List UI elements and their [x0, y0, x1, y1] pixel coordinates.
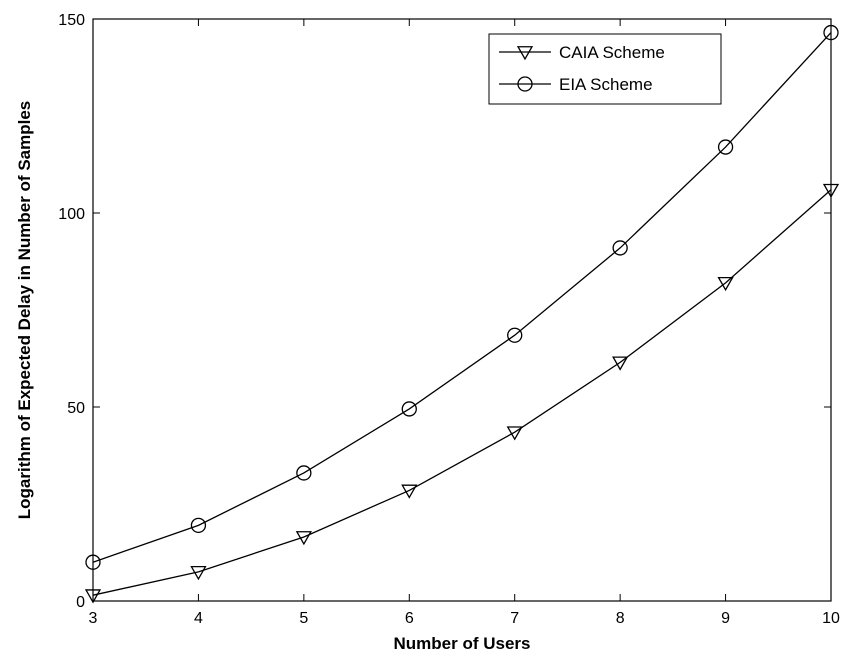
series-line — [92, 32, 832, 563]
triangle-down-marker — [506, 426, 523, 441]
y-axis-title: Logarithm of Expected Delay in Number of… — [15, 101, 34, 519]
y-tick-label: 150 — [58, 12, 85, 29]
x-tick-label: 4 — [194, 610, 203, 627]
triangle-down-marker — [190, 566, 207, 581]
x-tick-label: 10 — [822, 610, 840, 627]
x-axis-title: Number of Users — [394, 634, 531, 653]
circle-marker — [517, 76, 533, 92]
x-tick-label: 7 — [510, 610, 519, 627]
circle-marker — [401, 401, 417, 417]
legend-label: CAIA Scheme — [559, 43, 665, 62]
axes — [92, 18, 832, 602]
x-tick-label: 6 — [405, 610, 414, 627]
circle-marker — [507, 327, 523, 343]
circle-marker — [296, 465, 312, 481]
legend-item: CAIA Scheme — [499, 43, 665, 62]
triangle-down-marker — [612, 356, 629, 371]
legend: CAIA Scheme EIA Scheme — [488, 33, 722, 105]
series-0 — [84, 183, 840, 604]
triangle-down-marker — [84, 589, 102, 604]
circle-marker — [823, 24, 839, 41]
axes-box — [92, 18, 832, 602]
triangle-down-marker — [822, 183, 840, 199]
series-line — [92, 189, 832, 596]
y-tick-label: 100 — [58, 206, 85, 223]
circle-marker — [612, 240, 628, 256]
x-tick-label: 3 — [89, 610, 98, 627]
circle-marker — [717, 139, 734, 155]
triangle-down-marker — [295, 531, 312, 546]
y-tick-label: 50 — [67, 400, 85, 417]
y-tick-label: 0 — [76, 594, 85, 611]
circle-marker — [85, 554, 101, 570]
triangle-down-marker — [516, 46, 534, 61]
triangle-down-marker — [401, 484, 418, 499]
series-1 — [85, 24, 839, 570]
legend-item: EIA Scheme — [499, 75, 653, 94]
legend-label: EIA Scheme — [559, 75, 653, 94]
triangle-down-marker — [717, 276, 734, 292]
x-tick-label: 9 — [721, 610, 730, 627]
series-layer — [84, 24, 840, 604]
legend-box — [488, 33, 722, 105]
x-tick-label: 5 — [299, 610, 308, 627]
plot-area — [93, 19, 831, 601]
circle-marker — [190, 517, 207, 533]
x-tick-label: 8 — [616, 610, 625, 627]
